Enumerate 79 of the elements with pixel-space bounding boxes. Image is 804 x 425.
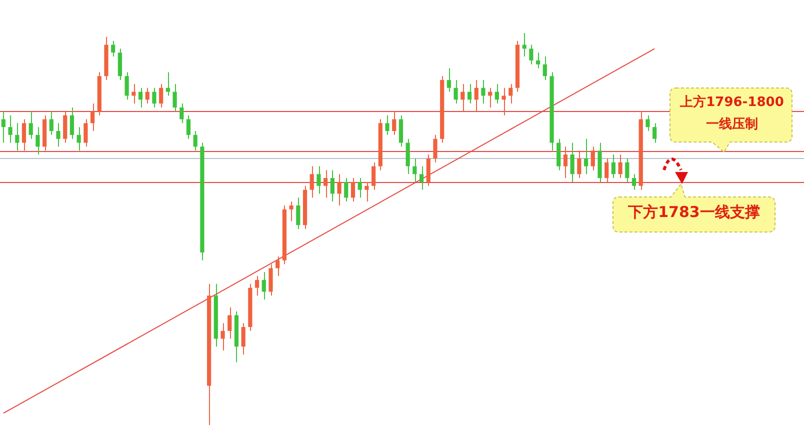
candlestick [474,80,478,112]
annotation: 下方1783一线支撑 [627,202,761,223]
candlestick [118,48,122,81]
candlestick [563,146,568,179]
candlestick [76,126,81,152]
candlestick [529,44,534,65]
candlestick [419,166,424,190]
candlestick [426,154,430,186]
candlestick [446,68,452,92]
candlestick [49,110,54,136]
candlestick [556,138,561,171]
candlestick [406,138,410,175]
candlestick [15,122,20,152]
candlestick [330,170,334,202]
candlestick [652,122,657,144]
candlestick [454,80,458,104]
candlestick [625,158,630,182]
candlestick [350,178,356,202]
candlestick [262,272,266,300]
candlestick [494,83,499,104]
candlestick [268,264,273,296]
candlestick [152,87,156,108]
candlestick [344,178,348,202]
candlestick [467,83,472,104]
candlestick [618,154,622,179]
candlestick [124,72,129,100]
candlestick [186,114,191,140]
candlestick [358,178,362,198]
candlestick [172,83,177,112]
candlestick [481,80,486,104]
candlestick [590,146,595,171]
candlestick [577,150,582,179]
candlestick [70,106,74,140]
candlestick [364,181,369,202]
candlestick [604,158,609,182]
candlestick [241,322,246,355]
candlestick [159,83,164,108]
candlestick [324,170,328,198]
candlestick [433,134,438,163]
candlestick [570,142,574,182]
candlestick [228,306,232,340]
candlestick [22,118,26,152]
candlestick [193,130,198,152]
candlestick [56,122,60,148]
candlestick [508,83,513,104]
candlestick [536,52,540,69]
candlestick [398,114,404,148]
candlestick [584,138,588,175]
text: 上方1796-1800一线压制 [679,94,785,134]
candlestick [542,56,547,81]
candlestick [276,256,280,277]
candlestick [28,110,33,140]
candlestick [385,114,390,136]
candlestick [289,201,294,222]
candlestick [220,322,225,352]
candlestick [180,103,184,124]
candlestick [611,154,616,179]
candlestick [337,174,342,206]
candlestick [1,110,6,144]
candlestick [632,174,636,190]
candlestick [36,126,40,156]
candlestick [316,166,321,194]
candlestick [84,118,88,148]
candlestick [145,87,150,104]
candlestick [166,72,170,96]
candlestick [371,162,376,190]
candlestick [502,87,506,116]
candlestick [90,103,95,132]
candlestick [412,158,417,182]
candlestick [392,110,396,136]
candlestick [111,40,116,58]
candlestick [254,276,260,296]
candlestick [138,87,143,108]
candlestick [646,114,650,132]
candlestick [296,197,300,230]
candlestick [63,110,68,144]
candlestick [8,114,12,144]
candlestick [310,166,314,198]
candlestick [460,83,465,112]
